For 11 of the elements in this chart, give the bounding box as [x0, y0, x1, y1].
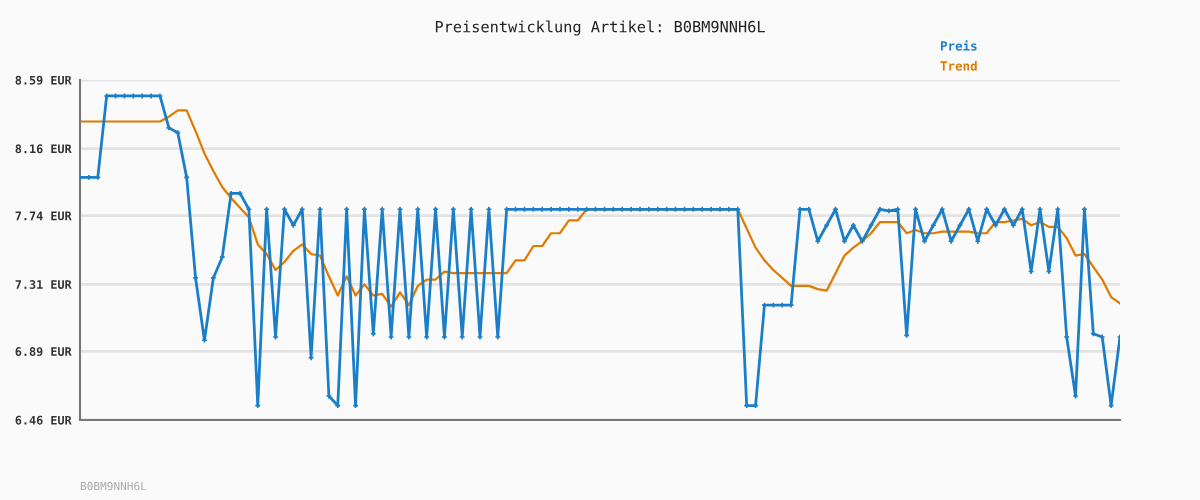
y-tick-label: 8.59 EUR	[15, 75, 72, 85]
y-tick-label: 8.16 EUR	[15, 144, 72, 154]
text: Trend	[940, 60, 977, 71]
line-series	[80, 109, 1120, 308]
text: Preis	[940, 40, 977, 51]
y-tick-label: 6.89 EUR	[15, 347, 72, 357]
y-tick-label: 6.46 EUR	[15, 415, 72, 425]
text: B0BM9NNH6L	[80, 481, 147, 491]
y-tick-label: 7.31 EUR	[15, 280, 72, 289]
chart-title: Preisentwicklung Artikel: B0BM9NNH6L	[435, 20, 765, 36]
y-tick-label: 7.74 EUR	[15, 211, 72, 221]
